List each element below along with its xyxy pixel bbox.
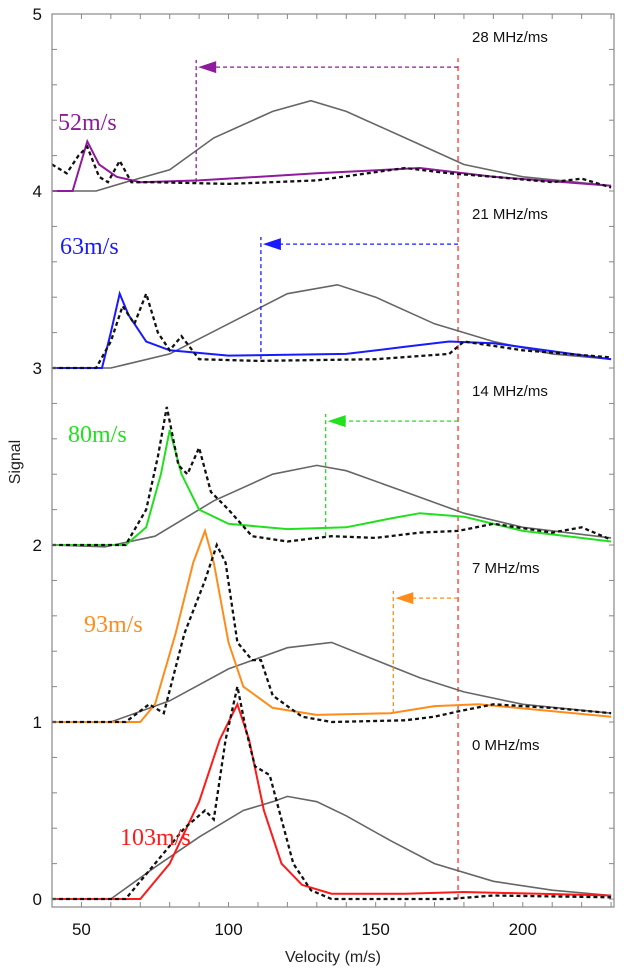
x-tick-label: 100	[214, 920, 242, 939]
speed-label-4: 52m/s	[58, 110, 117, 136]
experimental-curve-3	[52, 290, 612, 370]
experimental-curve-1	[52, 541, 612, 724]
y-axis-title: Signal	[7, 440, 24, 484]
shift-arrowhead-icon	[262, 238, 281, 251]
ramp-label-4: 28 MHz/ms	[472, 29, 548, 46]
plot-frame	[51, 13, 615, 908]
speed-label-1: 93m/s	[84, 612, 143, 638]
experimental-curve-0	[52, 686, 612, 901]
x-axis-title: Velocity (m/s)	[285, 949, 381, 966]
y-tick-label: 5	[33, 5, 42, 24]
ramp-label-0: 0 MHz/ms	[472, 737, 540, 754]
speed-label-0: 103m/s	[120, 825, 191, 851]
speed-label-2: 80m/s	[68, 422, 127, 448]
x-tick-label: 150	[361, 920, 389, 939]
shift-arrowhead-icon	[395, 592, 414, 605]
y-tick-label: 0	[33, 890, 42, 909]
x-tick-label: 200	[509, 920, 537, 939]
shift-arrowhead-icon	[327, 415, 346, 428]
ramp-label-3: 21 MHz/ms	[472, 206, 548, 223]
experimental-curve-2	[52, 406, 612, 547]
reference-curve-2	[51, 464, 612, 548]
simulated-curve-3	[52, 290, 612, 369]
y-tick-label: 2	[33, 536, 42, 555]
experimental-curve-4	[51, 144, 612, 189]
simulated-curve-4	[52, 138, 612, 192]
simulated-curve-1	[52, 527, 612, 723]
reference-curve-4	[52, 99, 612, 192]
y-tick-label: 4	[33, 182, 42, 201]
plot-marks: 0 MHz/ms 103m/s 7 MHz/ms 93m/s 14 MHz/ms 80m/…	[51, 29, 612, 901]
y-tick-label: 3	[33, 359, 42, 378]
simulated-curve-0	[52, 701, 612, 900]
shift-arrowhead-icon	[198, 61, 217, 74]
reference-curve-1	[52, 641, 612, 723]
ramp-label-1: 7 MHz/ms	[472, 560, 540, 577]
simulated-curve-2	[52, 429, 612, 546]
y-tick-label: 1	[33, 713, 42, 732]
reference-curve-0	[52, 795, 612, 900]
ramp-label-2: 14 MHz/ms	[472, 383, 548, 400]
speed-label-3: 63m/s	[60, 234, 119, 260]
x-tick-label: 50	[72, 920, 91, 939]
axis-ticks: 50 100 150 200 0 1 2 3 4 5	[33, 5, 614, 939]
